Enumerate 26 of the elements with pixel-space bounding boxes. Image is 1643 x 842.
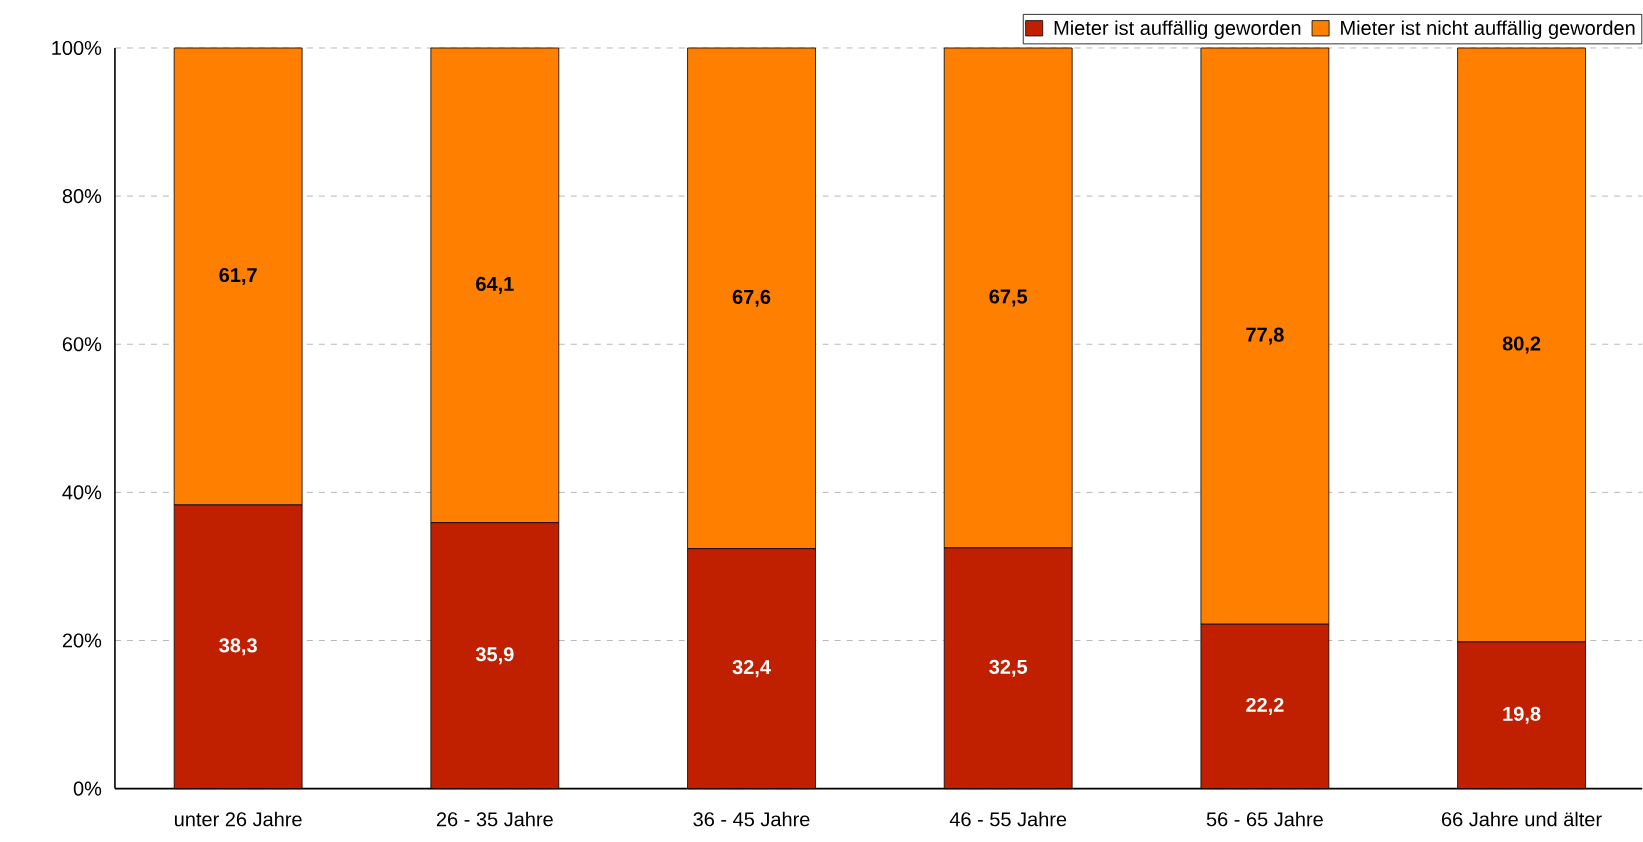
x-tick-label: unter 26 Jahre <box>174 811 302 827</box>
x-tick-label: 26 - 35 Jahre <box>436 811 553 827</box>
x-tick-label: 66 Jahre und älter <box>1442 811 1602 827</box>
data-label: 64,1 <box>476 277 514 295</box>
data-label: 67,5 <box>989 289 1028 307</box>
data-label: 61,7 <box>219 268 257 286</box>
data-label: 35,9 <box>475 647 514 665</box>
y-tick-label: 60% <box>62 337 102 352</box>
y-tick-label: 100% <box>52 41 102 56</box>
data-label: 32,4 <box>732 660 771 678</box>
y-tick-label: 40% <box>62 485 102 500</box>
data-label: 80,2 <box>1502 336 1541 354</box>
legend-label: Mieter ist auffällig geworden <box>1054 20 1301 40</box>
x-tick-label: 36 - 45 Jahre <box>693 811 810 827</box>
x-tick-label: 56 - 65 Jahre <box>1206 811 1323 827</box>
data-label: 38,3 <box>219 638 257 656</box>
data-label: 19,8 <box>1503 706 1541 725</box>
y-tick-label: 20% <box>62 633 102 648</box>
y-tick-label: 80% <box>62 189 102 204</box>
data-label: 77,8 <box>1246 327 1284 345</box>
data-label: 32,5 <box>989 659 1028 677</box>
x-tick-label: 46 - 55 Jahre <box>949 811 1067 827</box>
legend-label: Mieter ist nicht auffällig geworden <box>1341 20 1635 40</box>
y-tick-label: 0% <box>73 781 102 796</box>
data-label: 22,2 <box>1246 698 1284 716</box>
data-label: 67,6 <box>732 290 771 308</box>
